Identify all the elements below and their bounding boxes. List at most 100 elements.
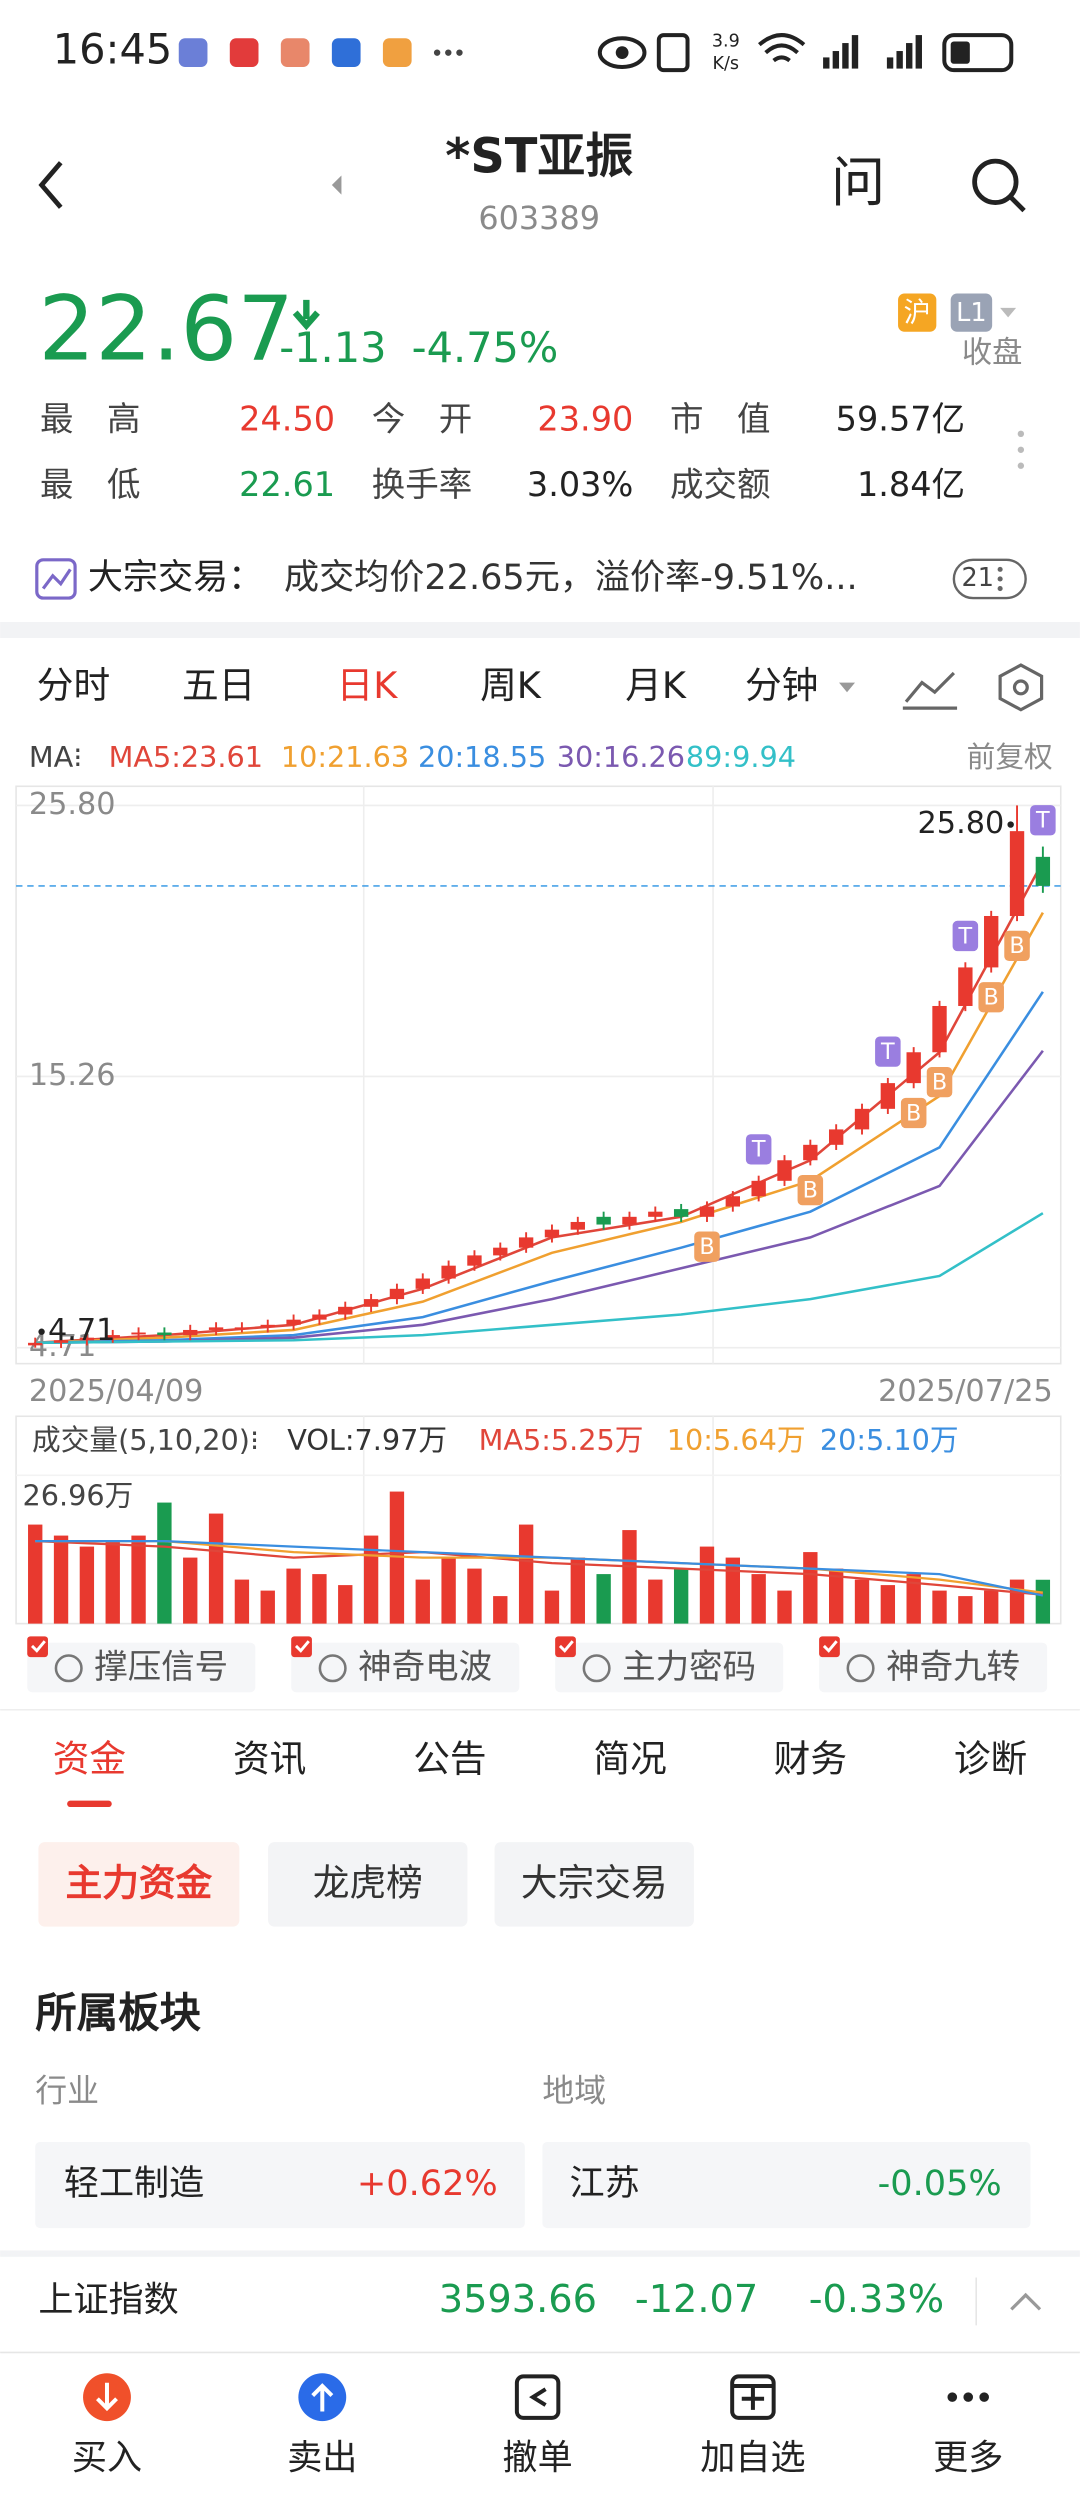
candle-body — [570, 1221, 585, 1230]
adjust-mode[interactable]: 前复权 — [967, 740, 1053, 774]
nav-label[interactable]: 撤单 — [503, 2437, 573, 2478]
search-button[interactable] — [972, 158, 1019, 205]
candle-body — [1035, 856, 1051, 886]
section-tab[interactable]: 资讯 — [233, 1737, 306, 1780]
candle-body — [828, 1129, 844, 1145]
signal-icon — [823, 35, 922, 69]
candle-body — [234, 1327, 250, 1330]
sub-tab-label: 大宗交易 — [521, 1862, 668, 1905]
watchlist-icon — [732, 2383, 774, 2410]
nav-label[interactable]: 卖出 — [287, 2437, 357, 2478]
section-tab[interactable]: 资金 — [53, 1737, 126, 1780]
indicator-checkbox[interactable] — [27, 1636, 48, 1658]
section-tab[interactable]: 简况 — [593, 1737, 666, 1780]
candle-body — [984, 915, 999, 968]
volume-bar — [958, 1596, 973, 1624]
candle-body — [958, 967, 973, 1006]
ma-legend: 10:21.63 — [281, 740, 409, 774]
signal-badge — [694, 1231, 720, 1262]
volume-bar — [673, 1568, 689, 1624]
down-arrow — [292, 299, 320, 331]
level-dropdown[interactable] — [1000, 307, 1017, 318]
volume-legend: MA5:5.25万 — [479, 1423, 644, 1457]
candle-body — [932, 1005, 947, 1053]
more-icon[interactable] — [947, 2392, 989, 2402]
chart-tab[interactable]: 日K — [337, 664, 399, 707]
settings-button[interactable] — [998, 663, 1044, 712]
indicator-checkbox[interactable] — [819, 1636, 840, 1658]
candle-body — [183, 1329, 198, 1336]
indicator-icon — [582, 1654, 611, 1683]
candle-body — [467, 1255, 482, 1266]
indicator-chip[interactable] — [291, 1642, 520, 1693]
sub-tab[interactable] — [494, 1842, 694, 1927]
chart-tab[interactable]: 分钟 — [745, 664, 818, 707]
level-badge[interactable] — [950, 293, 993, 332]
chart-tab[interactable]: 月K — [625, 664, 687, 707]
expand-button[interactable] — [1010, 2292, 1042, 2311]
search-button[interactable] — [1008, 194, 1026, 213]
index-name[interactable]: 上证指数 — [38, 2279, 178, 2320]
sector-title: 所属板块 — [35, 1989, 201, 2037]
chart-tab[interactable]: 周K — [480, 664, 542, 707]
watchlist-icon[interactable] — [730, 2374, 776, 2420]
sub-tab[interactable] — [38, 1842, 240, 1927]
chart-tab[interactable]: 分时 — [37, 664, 110, 707]
section-tab[interactable]: 诊断 — [954, 1737, 1027, 1780]
indicator-chip[interactable] — [555, 1642, 784, 1693]
app-icon — [280, 38, 310, 67]
candle-body — [751, 1180, 766, 1197]
stat-value: 1.84亿 — [857, 465, 965, 504]
nav-label[interactable]: 买入 — [72, 2437, 142, 2478]
stat-value: 23.90 — [537, 400, 633, 439]
indicator-chip[interactable] — [27, 1642, 256, 1693]
volume-bar — [28, 1524, 43, 1624]
section-tab[interactable]: 财务 — [774, 1737, 847, 1780]
candle-body — [803, 1144, 818, 1161]
candle-body — [1009, 831, 1025, 916]
back-button[interactable] — [38, 161, 63, 209]
nav-label[interactable]: 加自选 — [700, 2437, 805, 2478]
stat-value: 22.61 — [239, 465, 335, 504]
cancel-icon[interactable] — [514, 2374, 561, 2420]
volume-bar — [415, 1579, 430, 1624]
volume-bar — [1035, 1579, 1051, 1624]
indicator-icon — [318, 1654, 347, 1683]
more-vertical[interactable] — [1017, 430, 1025, 469]
nav-label[interactable]: 更多 — [933, 2437, 1003, 2478]
block-trade-count-badge[interactable] — [952, 558, 1027, 600]
stat-label: 市 值 — [670, 400, 770, 439]
ma-legend: MA5:23.61 — [109, 740, 263, 774]
battery-level — [950, 41, 970, 64]
indicator-label: 神奇九转 — [886, 1647, 1020, 1686]
draw-tool-button[interactable] — [902, 671, 958, 710]
section-tab[interactable]: 公告 — [413, 1737, 486, 1780]
stock-name: *ST亚振 — [445, 129, 633, 184]
volume-bar — [751, 1574, 766, 1624]
block-trade-text[interactable]: 成交均价22.65元，溢价率-9.51%... — [284, 557, 858, 598]
battery — [942, 33, 1014, 73]
industry-card[interactable] — [35, 2141, 525, 2229]
stat-value: 3.03% — [527, 465, 633, 504]
sub-tab[interactable] — [268, 1842, 468, 1927]
price-change-pct: -4.75% — [412, 324, 559, 372]
signal-label: B — [932, 1069, 947, 1095]
start-date: 2025/04/09 — [29, 1374, 204, 1409]
volume-bar — [518, 1524, 534, 1624]
prev-stock[interactable] — [331, 175, 342, 195]
candle-body — [312, 1314, 327, 1320]
volume-bar — [467, 1568, 482, 1624]
volume-bar — [699, 1546, 715, 1624]
indicator-chip[interactable] — [819, 1642, 1048, 1693]
ask-button[interactable]: 问 — [831, 151, 885, 214]
region-change: -0.05% — [878, 2163, 1002, 2204]
indicator-checkbox[interactable] — [555, 1636, 576, 1658]
y-tick-label: 15.26 — [29, 1058, 116, 1093]
indicator-label: 主力密码 — [622, 1647, 756, 1686]
index-change: -12.07 — [635, 2277, 758, 2322]
minute-dropdown[interactable] — [839, 682, 855, 693]
indicator-checkbox[interactable] — [291, 1636, 312, 1658]
chart-tab[interactable]: 五日 — [182, 664, 255, 707]
region-card[interactable] — [542, 2141, 1031, 2229]
